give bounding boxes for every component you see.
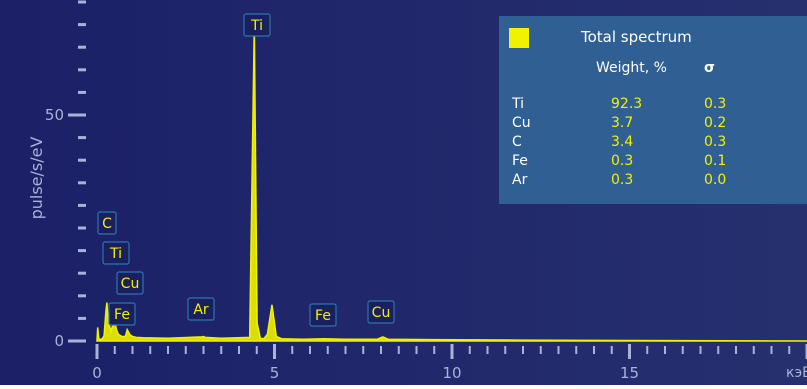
weight-value: 3.4 xyxy=(611,134,634,150)
table-row: Ti 92.3 0.3 xyxy=(499,96,807,115)
peak-label-text: Cu xyxy=(121,276,140,292)
axes: 0 50 0 5 10 15 xyxy=(45,0,807,382)
weight-value: 0.3 xyxy=(611,172,634,188)
peak-label-box xyxy=(243,13,271,37)
weight-value: 92.3 xyxy=(611,96,643,112)
spectrum-series xyxy=(96,24,807,342)
element-name: Fe xyxy=(512,153,528,169)
element-name: Cu xyxy=(512,115,531,131)
element-name: Ar xyxy=(512,172,528,188)
y-axis-label: pulse/s/eV xyxy=(27,137,46,220)
peak-label-text: Ar xyxy=(193,302,209,318)
peak-label-box xyxy=(108,302,136,326)
peak-label: Fe xyxy=(108,302,136,326)
table-row: C 3.4 0.3 xyxy=(499,134,807,153)
peak-label-text: Cu xyxy=(372,305,391,321)
table-row: Cu 3.7 0.2 xyxy=(499,115,807,134)
sigma-value: 0.0 xyxy=(704,172,727,188)
peak-label-box xyxy=(116,271,144,295)
weight-value: 3.7 xyxy=(611,115,634,131)
spectrum-area xyxy=(96,24,807,342)
peak-label: Ti xyxy=(102,241,130,265)
peak-label: Cu xyxy=(116,271,144,295)
peak-label: C xyxy=(97,211,117,235)
peak-label-text: Ti xyxy=(109,246,122,262)
peak-label-box xyxy=(309,303,337,327)
sigma-value: 0.3 xyxy=(704,134,727,150)
x-tick-label: 10 xyxy=(442,364,461,382)
peak-label-box xyxy=(187,297,215,321)
y-tick-label: 50 xyxy=(45,106,64,124)
sigma-column-header: σ xyxy=(704,60,715,76)
weight-value: 0.3 xyxy=(611,153,634,169)
element-name: Ti xyxy=(512,96,525,112)
peak-label-text: Ti xyxy=(250,18,263,34)
weight-column-header: Weight, % xyxy=(596,60,667,76)
peak-label-box xyxy=(97,211,117,235)
sigma-value: 0.2 xyxy=(704,115,727,131)
sigma-value: 0.1 xyxy=(704,153,727,169)
peak-label-box xyxy=(102,241,130,265)
legend-swatch xyxy=(509,28,529,48)
table-row: Fe 0.3 0.1 xyxy=(499,153,807,172)
peak-label-text: C xyxy=(102,216,112,232)
element-name: C xyxy=(512,134,522,150)
peak-label: Ti xyxy=(243,13,271,37)
peak-label-text: Fe xyxy=(114,307,130,323)
x-tick-label: 15 xyxy=(620,364,639,382)
sigma-value: 0.3 xyxy=(704,96,727,112)
x-tick-label: 5 xyxy=(270,364,280,382)
y-tick-label: 0 xyxy=(54,332,64,350)
peak-label: Ar xyxy=(187,297,215,321)
peak-label: Fe xyxy=(309,303,337,327)
table-row: Ar 0.3 0.0 xyxy=(499,172,807,191)
peak-label: Cu xyxy=(367,300,395,324)
peak-label-text: Fe xyxy=(315,308,331,324)
legend-title: Total spectrum xyxy=(581,28,692,46)
peak-labels: Ti C Ti Cu Fe Ar Fe Cu xyxy=(97,13,395,327)
results-table: Total spectrum Weight, % σ Ti 92.3 0.3 C… xyxy=(499,16,807,204)
peak-label-box xyxy=(367,300,395,324)
x-tick-label: 0 xyxy=(92,364,102,382)
x-axis-label: кэВ xyxy=(786,365,807,381)
